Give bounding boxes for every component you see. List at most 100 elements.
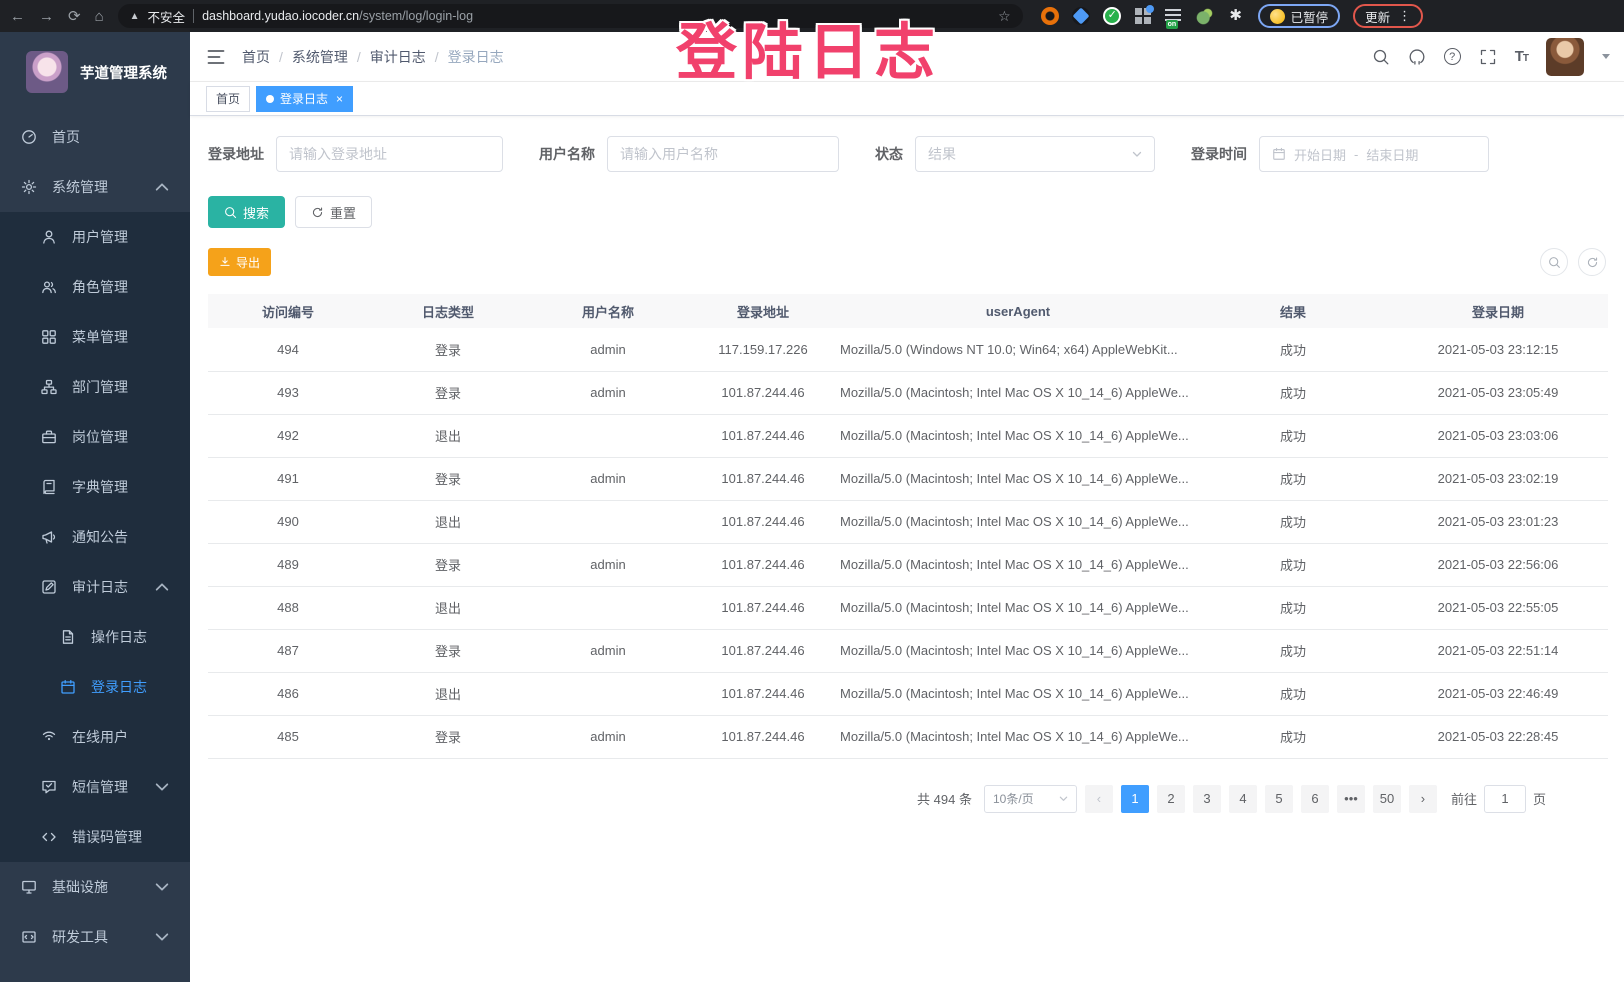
prev-page-button[interactable]: ‹ xyxy=(1084,784,1113,813)
warning-icon: ▲ xyxy=(129,10,140,22)
sidebar-item-audit-log[interactable]: 审计日志 xyxy=(0,562,190,612)
date-range-picker[interactable]: 开始日期 - 结束日期 xyxy=(1259,136,1489,172)
browser-menu-dots-icon[interactable]: ⋮ xyxy=(1398,8,1412,23)
goto-page-input[interactable]: 1 xyxy=(1483,784,1526,813)
breadcrumb-audit[interactable]: 审计日志 xyxy=(369,48,426,65)
sidebar-item-sms[interactable]: 短信管理 xyxy=(0,762,190,812)
tag-home[interactable]: 首页 xyxy=(206,85,251,112)
book-icon xyxy=(43,479,55,495)
sidebar-item-users[interactable]: 用户管理 xyxy=(0,212,190,262)
sidebar-item-posts[interactable]: 岗位管理 xyxy=(0,412,190,462)
list-extension-icon[interactable]: on xyxy=(1164,7,1183,29)
sidebar-item-error-code[interactable]: 错误码管理 xyxy=(0,812,190,862)
green-check-extension-icon[interactable] xyxy=(1102,7,1121,25)
page-button[interactable]: 50 xyxy=(1372,784,1401,813)
col-result: 结果 xyxy=(1198,294,1388,328)
cell-username xyxy=(528,414,688,458)
puzzle-extensions-icon[interactable]: ✱ xyxy=(1229,7,1242,24)
sidebar-logo[interactable]: 芋道管理系统 xyxy=(0,32,190,112)
page-button[interactable]: 5 xyxy=(1264,784,1293,813)
menu-grid-icon xyxy=(42,330,56,344)
show-search-toggle-button[interactable] xyxy=(1540,248,1568,276)
col-log-type: 日志类型 xyxy=(368,294,528,328)
security-label[interactable]: 不安全 xyxy=(147,10,186,25)
sidebar-item-menus[interactable]: 菜单管理 xyxy=(0,312,190,362)
breadcrumb-system[interactable]: 系统管理 xyxy=(291,48,348,65)
sidebar-item-system[interactable]: 系统管理 xyxy=(0,162,190,212)
table-row[interactable]: 491 登录 admin 101.87.244.46 Mozilla/5.0 (… xyxy=(208,457,1608,501)
page-button[interactable]: 3 xyxy=(1192,784,1221,813)
export-button[interactable]: 导出 xyxy=(208,248,272,276)
sprout-extension-icon[interactable] xyxy=(1195,7,1214,25)
address-bar[interactable]: ▲ 不安全 dashboard.yudao.iocoder.cn/system/… xyxy=(117,4,1023,28)
active-dot xyxy=(266,94,275,103)
user-avatar[interactable] xyxy=(1546,37,1584,76)
document-icon xyxy=(62,630,74,644)
table-row[interactable]: 493 登录 admin 101.87.244.46 Mozilla/5.0 (… xyxy=(208,371,1608,415)
page-button[interactable]: 4 xyxy=(1228,784,1257,813)
sidebar-item-roles[interactable]: 角色管理 xyxy=(0,262,190,312)
hamburger-icon[interactable] xyxy=(206,47,226,67)
sidebar-item-dictionary[interactable]: 字典管理 xyxy=(0,462,190,512)
address-label: 登录地址 xyxy=(208,146,264,162)
login-time-label: 登录时间 xyxy=(1191,146,1247,162)
reset-button[interactable]: 重置 xyxy=(295,196,373,228)
cell-user-agent: Mozilla/5.0 (Macintosh; Intel Mac OS X 1… xyxy=(838,371,1198,415)
breadcrumb-home[interactable]: 首页 xyxy=(242,48,270,65)
sidebar-item-departments[interactable]: 部门管理 xyxy=(0,362,190,412)
github-icon[interactable] xyxy=(1408,48,1426,66)
table-row[interactable]: 494 登录 admin 117.159.17.226 Mozilla/5.0 … xyxy=(208,328,1608,372)
refresh-table-button[interactable] xyxy=(1578,248,1606,276)
table-row[interactable]: 485 登录 admin 101.87.244.46 Mozilla/5.0 (… xyxy=(208,715,1608,759)
status-select[interactable]: 结果 xyxy=(915,136,1155,172)
page-size-select[interactable]: 10条/页 xyxy=(983,784,1077,813)
table-row[interactable]: 490 退出 101.87.244.46 Mozilla/5.0 (Macint… xyxy=(208,500,1608,544)
blue-gem-extension-icon[interactable] xyxy=(1071,7,1090,25)
cell-user-agent: Mozilla/5.0 (Macintosh; Intel Mac OS X 1… xyxy=(838,629,1198,673)
forward-icon[interactable]: → xyxy=(39,7,54,25)
cell-result: 成功 xyxy=(1198,629,1388,673)
table-row[interactable]: 488 退出 101.87.244.46 Mozilla/5.0 (Macint… xyxy=(208,586,1608,630)
table-row[interactable]: 492 退出 101.87.244.46 Mozilla/5.0 (Macint… xyxy=(208,414,1608,458)
sidebar-item-online-users[interactable]: 在线用户 xyxy=(0,712,190,762)
sidebar-item-infrastructure[interactable]: 基础设施 xyxy=(0,862,190,912)
table-row[interactable]: 487 登录 admin 101.87.244.46 Mozilla/5.0 (… xyxy=(208,629,1608,673)
address-input[interactable]: 请输入登录地址 xyxy=(276,136,503,172)
sidebar-item-login-log[interactable]: 登录日志 xyxy=(0,662,190,712)
username-input[interactable]: 请输入用户名称 xyxy=(607,136,839,172)
cell-username xyxy=(528,500,688,544)
sidebar: 芋道管理系统 首页 系统管理 用户管理 角色管理 菜单管理 xyxy=(0,32,190,982)
refresh-icon xyxy=(1587,257,1597,267)
search-button[interactable]: 搜索 xyxy=(208,196,286,228)
page-button[interactable]: 1 xyxy=(1120,784,1149,813)
sidebar-item-home[interactable]: 首页 xyxy=(0,112,190,162)
orange-extension-icon[interactable] xyxy=(1040,7,1059,25)
sidebar-item-dev-tools[interactable]: 研发工具 xyxy=(0,912,190,962)
page-button[interactable]: 2 xyxy=(1156,784,1185,813)
help-icon[interactable]: ? xyxy=(1443,48,1461,65)
page-button[interactable]: 6 xyxy=(1300,784,1329,813)
font-size-icon[interactable]: TT xyxy=(1514,48,1529,65)
cell-user-agent: Mozilla/5.0 (Windows NT 10.0; Win64; x64… xyxy=(838,328,1198,372)
search-icon[interactable] xyxy=(1372,48,1390,66)
bookmark-star-icon[interactable]: ☆ xyxy=(998,7,1011,24)
next-page-button[interactable]: › xyxy=(1408,784,1437,813)
avatar-caret-icon[interactable] xyxy=(1602,54,1610,63)
tabs-grid-extension-icon[interactable] xyxy=(1133,5,1154,25)
sidebar-item-notice[interactable]: 通知公告 xyxy=(0,512,190,562)
home-icon[interactable]: ⌂ xyxy=(94,7,104,25)
tag-login-log[interactable]: 登录日志 × xyxy=(256,85,354,112)
fullscreen-icon[interactable] xyxy=(1479,48,1497,66)
reload-icon[interactable]: ⟳ xyxy=(68,7,81,25)
back-icon[interactable]: ← xyxy=(10,7,25,25)
goto-page: 前往 1 页 xyxy=(1451,784,1546,813)
update-button[interactable]: 更新 ⋮ xyxy=(1353,4,1424,28)
table-row[interactable]: 486 退出 101.87.244.46 Mozilla/5.0 (Macint… xyxy=(208,672,1608,716)
sidebar-item-operate-log[interactable]: 操作日志 xyxy=(0,612,190,662)
close-icon[interactable]: × xyxy=(336,91,344,106)
profile-paused-pill[interactable]: 已暂停 xyxy=(1257,4,1341,28)
table-row[interactable]: 489 登录 admin 101.87.244.46 Mozilla/5.0 (… xyxy=(208,543,1608,587)
cell-login-date: 2021-05-03 22:55:05 xyxy=(1388,586,1608,630)
page-button[interactable]: ••• xyxy=(1336,784,1365,813)
browser-chrome: ← → ⟳ ⌂ ▲ 不安全 dashboard.yudao.iocoder.cn… xyxy=(0,0,1624,32)
